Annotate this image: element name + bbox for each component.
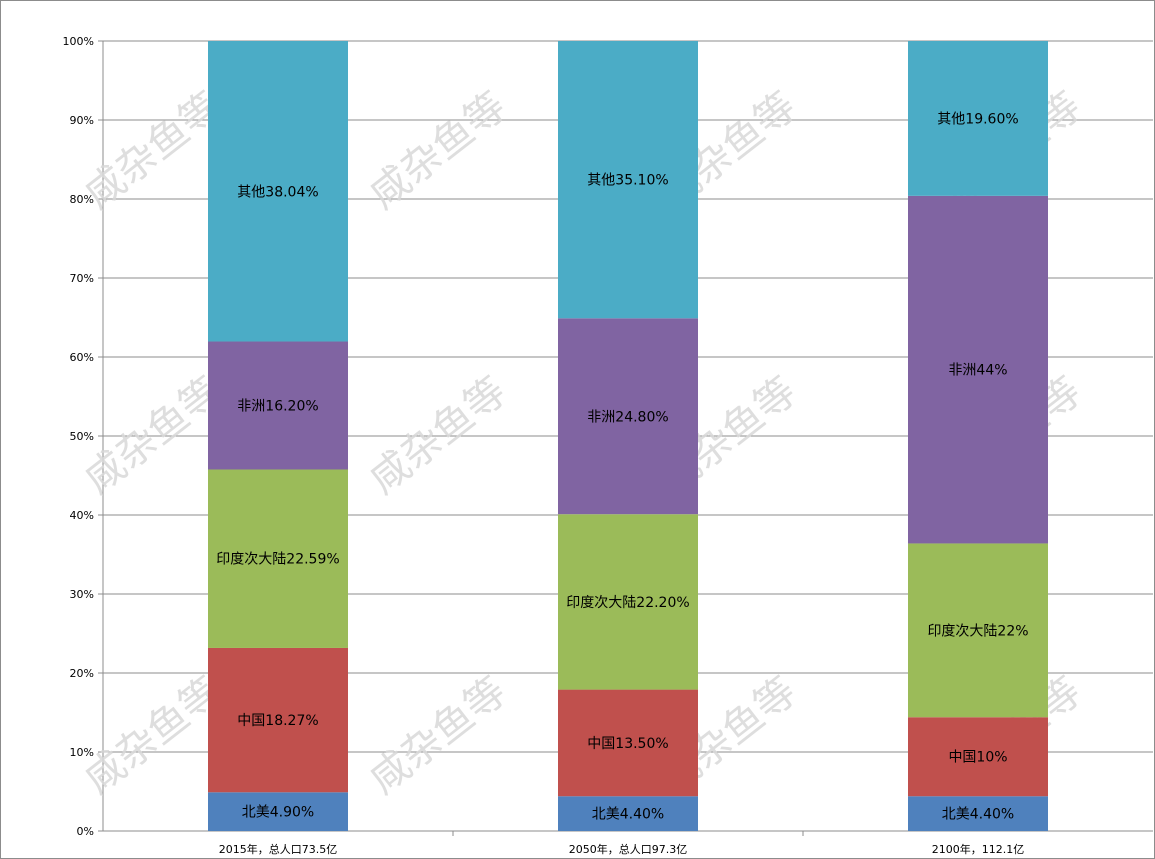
watermark-text: 咸杂鱼等 xyxy=(361,83,515,218)
segment-data-label: 北美4.40% xyxy=(592,807,664,823)
bar-segment xyxy=(208,647,348,793)
segment-data-label: 印度次大陆22.59% xyxy=(216,552,339,568)
y-tick-label: 20% xyxy=(70,667,94,680)
bar-segment xyxy=(908,543,1048,718)
y-tick-label: 70% xyxy=(70,272,94,285)
segment-data-label: 其他38.04% xyxy=(237,184,318,200)
x-category-label: 2050年，总人口97.3亿 xyxy=(569,842,688,856)
y-tick-label: 40% xyxy=(70,509,94,522)
y-tick-label: 80% xyxy=(70,193,94,206)
x-category-label: 2015年，总人口73.5亿 xyxy=(219,842,338,856)
y-tick-label: 90% xyxy=(70,114,94,127)
y-tick-label: 0% xyxy=(77,825,94,838)
x-category-label: 2100年，112.1亿 xyxy=(932,842,1025,856)
segment-data-label: 非洲44% xyxy=(948,363,1007,379)
segment-data-label: 非洲16.20% xyxy=(237,399,318,415)
segment-data-label: 北美4.40% xyxy=(942,807,1014,823)
segment-data-label: 中国18.27% xyxy=(237,713,318,729)
bar-segment xyxy=(558,796,698,831)
segment-data-label: 印度次大陆22% xyxy=(927,623,1028,639)
watermark-text: 咸杂鱼等 xyxy=(76,83,230,218)
watermark-text: 咸杂鱼等 xyxy=(361,668,515,803)
bar-segment xyxy=(558,689,698,797)
y-tick-label: 30% xyxy=(70,588,94,601)
bar-segment xyxy=(208,41,348,342)
y-tick-label: 50% xyxy=(70,430,94,443)
segment-data-label: 印度次大陆22.20% xyxy=(566,595,689,611)
segment-data-label: 其他19.60% xyxy=(937,111,1018,127)
bar-segment xyxy=(208,341,348,470)
watermark-text: 咸杂鱼等 xyxy=(76,668,230,803)
bar-segment xyxy=(908,717,1048,797)
segment-data-label: 中国13.50% xyxy=(587,736,668,752)
segment-data-label: 中国10% xyxy=(948,750,1007,766)
bar-segment xyxy=(208,792,348,831)
y-tick-label: 100% xyxy=(63,35,94,48)
y-tick-label: 60% xyxy=(70,351,94,364)
bar-segment xyxy=(908,195,1048,544)
bar-segment xyxy=(558,318,698,515)
bar-segment xyxy=(208,469,348,648)
bar-segment xyxy=(908,41,1048,196)
bar-segment xyxy=(558,41,698,319)
y-tick-label: 10% xyxy=(70,746,94,759)
segment-data-label: 非洲24.80% xyxy=(587,409,668,425)
segment-data-label: 北美4.90% xyxy=(242,805,314,821)
bar-segment xyxy=(558,514,698,690)
segment-data-label: 其他35.10% xyxy=(587,173,668,189)
bar-segment xyxy=(908,796,1048,831)
